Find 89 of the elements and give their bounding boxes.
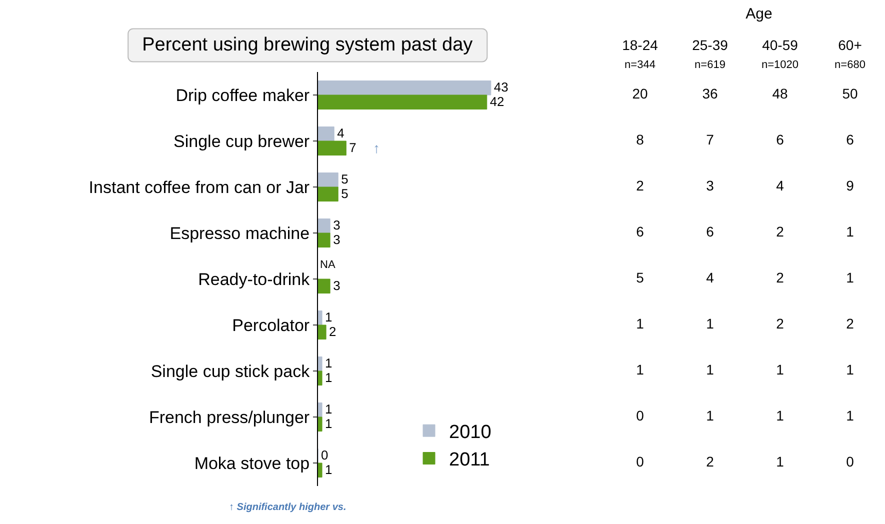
bar [318, 218, 330, 234]
data-label: 1 [706, 408, 714, 424]
data-label: 1 [325, 356, 332, 371]
data-label: 0 [636, 408, 644, 424]
data-label: 6 [846, 132, 854, 148]
y-tick-label: Instant coffee from can or Jar [88, 178, 310, 197]
bar [318, 370, 322, 386]
data-label: 1 [776, 408, 784, 424]
y-tick-label: Drip coffee maker [176, 86, 310, 105]
y-tick-label: Ready-to-drink [198, 270, 310, 289]
data-label: 1 [846, 224, 854, 240]
data-label: 43 [494, 80, 508, 95]
chart-title: Percent using brewing system past day [142, 34, 474, 56]
data-label: 2 [846, 316, 854, 332]
data-label: 2 [706, 454, 714, 470]
chart-title: Age [746, 5, 772, 22]
text: NA [320, 259, 336, 271]
y-tick-label: Percolator [232, 316, 310, 335]
bar [318, 416, 322, 432]
data-label: 5 [636, 270, 644, 286]
data-label: 6 [776, 132, 784, 148]
data-label: 3 [333, 232, 340, 247]
bar [318, 140, 346, 156]
data-label: 36 [702, 86, 718, 102]
data-label: 4 [776, 178, 784, 194]
data-label: 4 [706, 270, 714, 286]
bar [318, 278, 330, 294]
data-label: 1 [325, 402, 332, 417]
data-label: 9 [846, 178, 854, 194]
data-label: 20 [632, 86, 648, 102]
x-tick-label: 60+ n=680 [834, 37, 866, 72]
data-label: 6 [636, 224, 644, 240]
data-label: 1 [636, 316, 644, 332]
data-label: 0 [846, 454, 854, 470]
data-label: 1 [706, 362, 714, 378]
data-label: 8 [636, 132, 644, 148]
data-label: 2 [636, 178, 644, 194]
bar [318, 172, 338, 188]
data-label: 1 [846, 270, 854, 286]
data-label: 1 [325, 310, 332, 325]
data-label: 0 [321, 448, 328, 463]
data-label: 1 [846, 362, 854, 378]
data-label: 2 [329, 324, 336, 339]
data-label: 2 [776, 316, 784, 332]
bar [318, 324, 326, 340]
data-label: 1 [325, 462, 332, 477]
bar [318, 94, 488, 110]
x-tick-label: 40-59 n=1020 [761, 37, 799, 72]
data-label: 0 [636, 454, 644, 470]
data-label: 6 [706, 224, 714, 240]
data-label: 1 [776, 454, 784, 470]
data-label: 3 [706, 178, 714, 194]
data-label: 1 [325, 370, 332, 385]
data-label: 48 [772, 86, 788, 102]
data-label: 50 [842, 86, 858, 102]
text: ↑ Significantly higher vs. [229, 502, 346, 513]
data-label: 5 [341, 186, 348, 201]
data-label: 4 [337, 126, 344, 141]
data-label: 1 [325, 416, 332, 431]
data-label: 3 [333, 218, 340, 233]
data-label: 1 [636, 362, 644, 378]
bar [318, 402, 322, 418]
bar [318, 80, 492, 96]
data-label: 2 [776, 224, 784, 240]
data-label: 3 [333, 278, 340, 293]
y-tick-label: Single cup stick pack [150, 362, 310, 381]
data-label: 7 [706, 132, 714, 148]
annotation: ↑ [373, 140, 380, 156]
x-tick-label: 25-39 n=619 [692, 37, 728, 72]
data-label: 1 [846, 408, 854, 424]
bar [318, 310, 322, 326]
bar [318, 186, 338, 202]
y-tick-label: Moka stove top [194, 454, 310, 473]
y-tick-label: Espresso machine [170, 224, 310, 243]
data-label: 42 [490, 94, 504, 109]
data-label: 7 [349, 140, 356, 155]
legend-label: 2011 [449, 450, 490, 471]
legend-label: 2010 [449, 422, 492, 443]
bar [318, 126, 334, 142]
y-tick-label: Single cup brewer [174, 132, 310, 151]
x-tick-label: 18-24 n=344 [622, 37, 658, 72]
bar [318, 462, 322, 478]
y-tick-label: French press/plunger [148, 408, 310, 427]
data-label: 1 [776, 362, 784, 378]
data-label: 1 [706, 316, 714, 332]
data-label: 5 [341, 172, 348, 187]
data-label: 2 [776, 270, 784, 286]
bar [318, 356, 322, 372]
bar [318, 232, 330, 248]
